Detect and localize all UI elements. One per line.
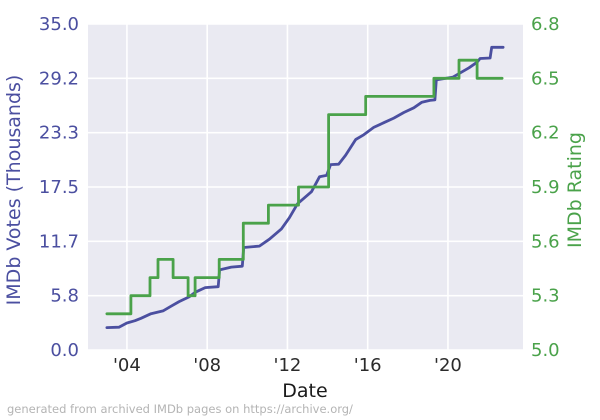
source-caption: generated from archived IMDb pages on ht… [7,402,353,416]
right-axis-tick: 5.0 [531,340,560,361]
left-axis-title: IMDb Votes (Thousands) [3,75,25,306]
x-axis-tick: '16 [354,355,382,376]
rating-line [105,58,504,316]
left-axis-tick: 5.8 [50,286,79,307]
right-axis-tick: 5.3 [531,286,560,307]
data-series [105,45,505,329]
x-axis-tick: '08 [193,355,221,376]
left-axis-tick: 0.0 [50,340,79,361]
left-axis-tick: 23.3 [39,123,79,144]
right-axis-tick: 6.2 [531,123,560,144]
x-axis-title: Date [282,380,327,402]
x-axis-tick: '04 [113,355,141,376]
x-axis-tick: '12 [274,355,302,376]
x-axis-tick: '20 [434,355,462,376]
left-axis-tick: 17.5 [39,177,79,198]
left-axis-tick: 29.2 [39,68,79,89]
left-axis-tick: 35.0 [39,14,79,35]
right-axis-tick: 5.9 [531,177,560,198]
left-axis-tick: 11.7 [39,231,79,252]
gridlines [88,23,523,351]
right-axis-tick: 6.8 [531,14,560,35]
right-axis-title: IMDb Rating [564,132,586,248]
right-axis-tick: 5.6 [531,231,560,252]
right-axis-tick: 6.5 [531,68,560,89]
tick-labels: 35.0 29.2 23.3 17.5 11.7 5.8 0.0 6.8 6.5 6.2 5.9 5.… [39,14,560,376]
